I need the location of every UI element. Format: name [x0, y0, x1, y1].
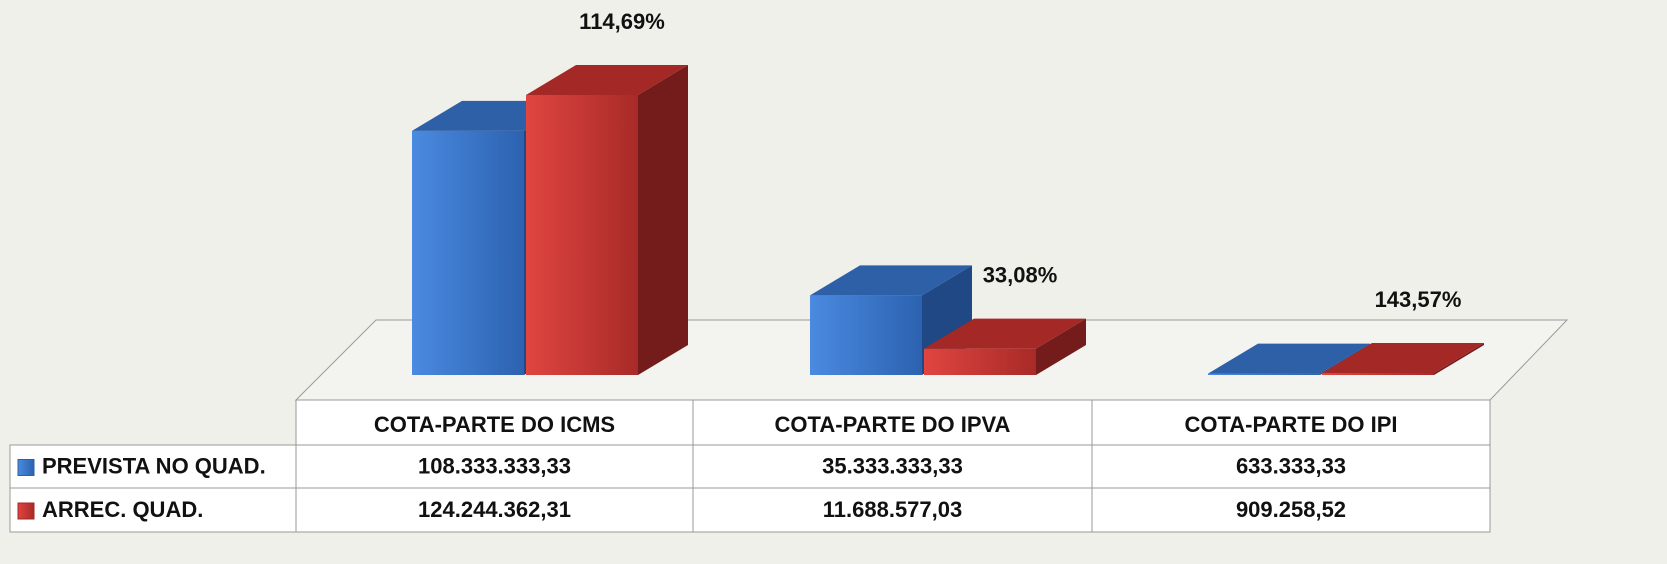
bar: [1322, 372, 1434, 375]
table-value: 909.258,52: [1236, 497, 1346, 522]
bar: [412, 130, 524, 375]
bar: [924, 348, 1036, 375]
table-value: 11.688.577,03: [823, 497, 962, 522]
legend-label: ARREC. QUAD.: [42, 497, 203, 522]
table-value: 35.333.333,33: [822, 453, 963, 478]
ratio-label: 143,57%: [1375, 287, 1462, 312]
category-label: COTA-PARTE DO ICMS: [374, 412, 615, 437]
bar-top: [1322, 342, 1484, 373]
bar-side: [1434, 342, 1484, 375]
bar-side: [638, 65, 688, 375]
bar: [1208, 373, 1320, 375]
category-label: COTA-PARTE DO IPI: [1184, 412, 1397, 437]
bar-top: [526, 65, 688, 95]
table-value: 124.244.362,31: [418, 497, 571, 522]
table-header-cell: [295, 399, 1491, 446]
bar-top: [810, 265, 972, 296]
legend-swatch: [17, 502, 35, 520]
category-label: COTA-PARTE DO IPVA: [775, 412, 1011, 437]
bar-top: [1208, 343, 1370, 374]
table-value: 108.333.333,33: [418, 453, 571, 478]
ratio-label: 33,08%: [983, 262, 1058, 287]
ratio-label: 114,69%: [579, 9, 665, 34]
legend-swatch: [17, 459, 35, 476]
bar: [810, 295, 922, 375]
legend-label: PREVISTA NO QUAD.: [42, 453, 266, 478]
bar-top: [924, 318, 1086, 349]
bar-side: [1036, 318, 1086, 375]
table-value: 633.333,33: [1236, 453, 1346, 478]
bar: [526, 95, 638, 375]
